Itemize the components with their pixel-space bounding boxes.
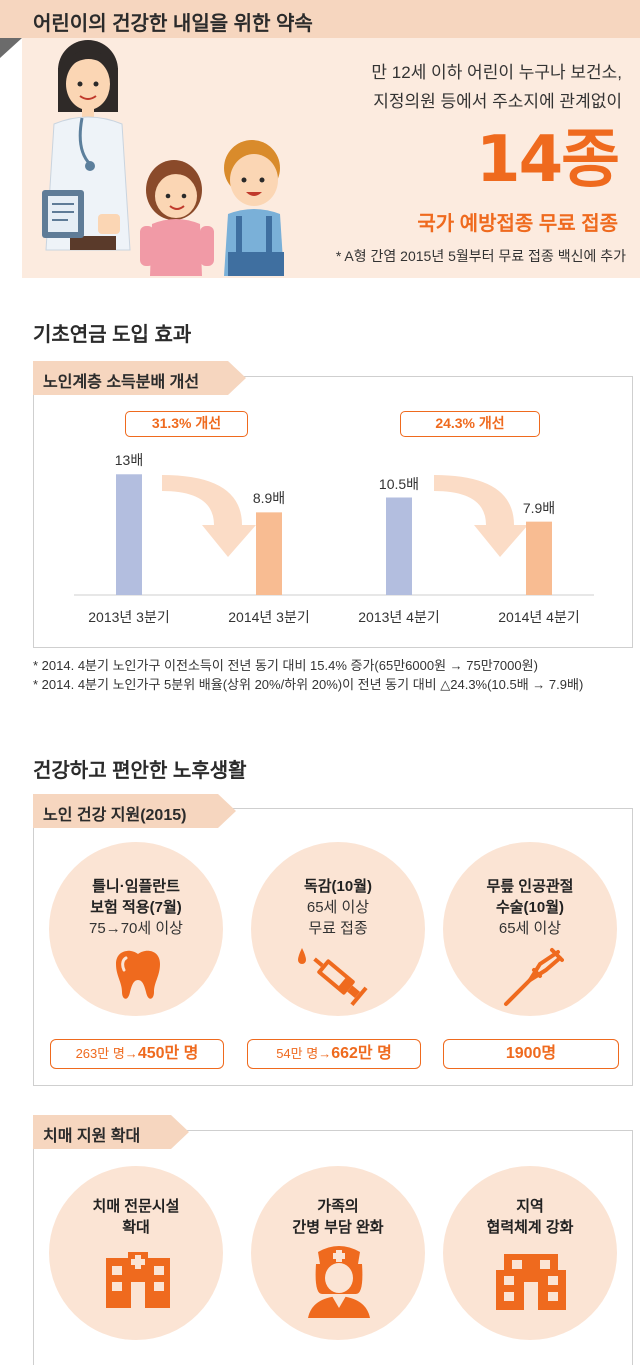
elder-item-1-pill-to: 450만 명 — [137, 1045, 199, 1062]
doctor-figure — [42, 40, 131, 251]
bar-1 — [116, 474, 142, 595]
desc-line-1: 만 12세 이하 어린이 누구나 보건소, — [371, 63, 622, 82]
girl-figure — [140, 160, 214, 276]
elder-item-1-plain: 75→70세 이상 — [89, 920, 183, 937]
decrease-arrow-1 — [162, 475, 256, 557]
dementia-item-2-line-1: 가족의 — [317, 1198, 359, 1215]
decrease-arrow-2 — [434, 475, 528, 557]
elder-item-2-bold-1: 독감(10월) — [303, 878, 373, 895]
pension-note-1: * 2014. 4분기 노인가구 이전소득이 전년 동기 대비 15.4% 증가… — [33, 658, 538, 673]
boy-figure — [224, 140, 284, 276]
bar-value-label-4: 7.9배 — [522, 499, 556, 516]
elder-item-1-pill-from: 263만 명→ — [75, 1046, 138, 1061]
dementia-item-2-line-2: 간병 부담 완화 — [292, 1219, 384, 1236]
elder-tab: 노인 건강 지원(2015) — [33, 794, 236, 828]
bar-category-label-2: 2014년 3분기 — [228, 609, 310, 625]
pension-tab: 노인계층 소득분배 개선 — [33, 361, 246, 395]
bar-category-label-3: 2013년 4분기 — [358, 609, 440, 625]
pension-note-2: * 2014. 4분기 노인가구 5분위 배율(상위 20%/하위 20%)이 … — [33, 677, 584, 692]
elder-section-title: 건강하고 편안한 노후생활 — [33, 760, 247, 782]
bar-value-label-3: 10.5배 — [378, 475, 420, 492]
elder-item-1-text: 틀니·임플란트 보험 적용(7월) 75→70세 이상 — [46, 876, 226, 939]
elder-circle-1 — [49, 842, 223, 1016]
vaccine-note: * A형 간염 2015년 5월부터 무료 접종 백신에 추가 — [335, 248, 626, 264]
elder-item-1-bold-2: 보험 적용(7월) — [90, 899, 182, 916]
bar-4 — [526, 521, 552, 595]
syringe-icon — [298, 948, 368, 1006]
dementia-tab: 치매 지원 확대 — [33, 1115, 189, 1149]
dementia-item-1-line-2: 확대 — [122, 1219, 150, 1236]
elder-item-2-text: 독감(10월) 65세 이상 무료 접종 — [248, 876, 428, 939]
pension-notes: * 2014. 4분기 노인가구 이전소득이 전년 동기 대비 15.4% 증가… — [33, 656, 633, 694]
elder-item-3-bold-2: 수술(10월) — [495, 899, 565, 916]
desc-line-2: 지정의원 등에서 주소지에 관계없이 — [373, 92, 622, 111]
elder-item-3-pill: 1900명 — [443, 1039, 619, 1069]
dementia-circle-3 — [443, 1166, 617, 1340]
top-description: 만 12세 이하 어린이 누구나 보건소, 지정의원 등에서 주소지에 관계없이 — [371, 58, 622, 116]
dementia-item-3-text: 지역 협력체계 강화 — [440, 1196, 620, 1238]
dementia-item-1-line-1: 치매 전문시설 — [92, 1198, 180, 1215]
elder-item-3-bold-1: 무릎 인공관절 — [486, 878, 574, 895]
dementia-item-2-text: 가족의 간병 부담 완화 — [248, 1196, 428, 1238]
tooth-icon — [116, 950, 160, 999]
top-banner-title: 어린이의 건강한 내일을 위한 약속 — [33, 13, 313, 35]
bar-2 — [256, 512, 282, 595]
hospital-icon — [106, 1252, 170, 1308]
bar-value-label-1: 13배 — [114, 452, 144, 469]
elder-item-2-plain: 65세 이상 — [306, 899, 370, 916]
bar-category-label-1: 2013년 3분기 — [88, 609, 170, 625]
dementia-item-1-text: 치매 전문시설 확대 — [46, 1196, 226, 1238]
building-icon — [496, 1254, 566, 1310]
dementia-item-3-line-1: 지역 — [516, 1198, 544, 1215]
elder-item-2-plain-2: 무료 접종 — [308, 920, 368, 937]
bar-3 — [386, 497, 412, 595]
elder-item-3-text: 무릎 인공관절 수술(10월) 65세 이상 — [440, 876, 620, 939]
bar-category-label-4: 2014년 4분기 — [498, 609, 580, 625]
elder-circle-3 — [443, 842, 617, 1016]
elder-item-2-pill: 54만 명→662만 명 — [247, 1039, 421, 1069]
elder-item-1-pill: 263만 명→450만 명 — [50, 1039, 224, 1069]
vaccine-title: 국가 예방접종 무료 접종 — [417, 213, 618, 235]
elder-item-1-bold-1: 틀니·임플란트 — [92, 878, 180, 895]
elder-item-2-pill-to: 662만 명 — [331, 1045, 392, 1062]
top-banner: 어린이의 건강한 내일을 위한 약속 — [0, 0, 640, 38]
income-bar-chart — [74, 474, 594, 596]
improvement-chip-2: 24.3% 개선 — [400, 411, 540, 437]
crutch-icon — [504, 948, 564, 1006]
nurse-icon — [308, 1246, 370, 1318]
pension-section-title: 기초연금 도입 효과 — [33, 324, 192, 346]
improvement-chip-1: 31.3% 개선 — [125, 411, 248, 437]
vaccine-count: 14종 — [476, 123, 620, 197]
elder-item-2-pill-from: 54만 명→ — [276, 1046, 332, 1061]
doctor-children-illustration — [42, 40, 284, 276]
dementia-item-3-line-2: 협력체계 강화 — [486, 1219, 574, 1236]
elder-item-3-plain: 65세 이상 — [498, 920, 562, 937]
banner-fold — [0, 38, 22, 58]
bar-value-label-2: 8.9배 — [252, 490, 286, 507]
